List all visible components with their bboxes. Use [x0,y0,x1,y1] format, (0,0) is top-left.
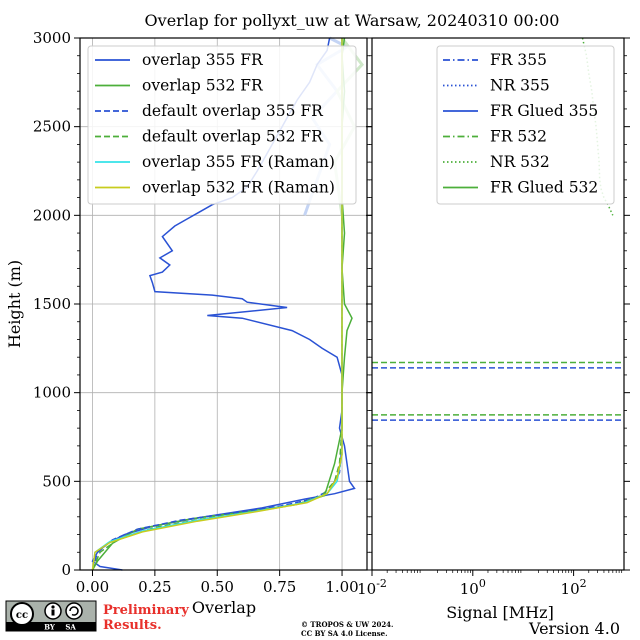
version-label: Version 4.0 [528,619,620,638]
legend-label: overlap 532 FR [142,77,264,95]
x-tick-label: 0.50 [201,578,234,596]
right-reference-lines [372,361,624,421]
series-line-default-overlap-355-fr [91,38,343,571]
right-panel: 10-2 100 102 Signal [MHz] FR 355 NR 355 FR G… [357,37,630,622]
left-ticks: 0.00 0.25 0.50 0.75 1.00 0 500 1000 1500 2000 2500… [33,29,373,596]
left-panel: 0.00 0.25 0.50 0.75 1.00 0 500 1000 1500 2000 2500… [5,29,373,617]
x-tick-label: 0.00 [76,578,109,596]
x-tick-label: 1.00 [325,578,358,596]
copyright-line-1: © TROPOS & UW 2024. [301,620,394,629]
y-tick-label: 2500 [33,118,71,136]
right-ticks: 10-2 100 102 [357,37,630,598]
cc-icon [10,602,34,626]
legend-label: FR 355 [490,51,547,69]
copyright-line-2: CC BY SA 4.0 License. [301,629,388,638]
sa-icon [65,602,83,620]
right-legend: FR 355 NR 355 FR Glued 355 FR 532 NR 532 FR G… [436,45,615,205]
chart-title: Overlap for pollyxt_uw at Warsaw, 202403… [145,11,560,30]
svg-text:cc: cc [16,610,28,621]
legend-label: overlap 355 FR (Raman) [142,153,335,171]
left-legend: overlap 355 FR overlap 532 FR default over… [87,45,357,205]
series-line-overlap-532-fr-raman- [91,38,343,571]
x-tick-label: 0.25 [138,578,171,596]
y-tick-label: 3000 [33,29,71,47]
legend-label: FR Glued 532 [490,179,598,197]
x-tick-label: 10-2 [357,577,387,598]
x-tick-label: 102 [561,577,587,598]
x-axis-label-right: Signal [MHz] [446,603,554,622]
y-axis-label: Height (m) [5,260,24,348]
results-label: Results. [103,618,162,633]
x-tick-label: 0.75 [263,578,296,596]
preliminary-label: Preliminary [103,603,189,618]
legend-label: overlap 355 FR [142,51,264,69]
legend-label: FR 532 [490,128,547,146]
legend-label: overlap 532 FR (Raman) [142,179,335,197]
license-badge-text: BY SA [44,623,76,632]
legend-label: default overlap 532 FR [142,128,324,146]
x-tick-label: 100 [460,577,486,598]
cc-license-badge: cc BY SA [5,600,97,632]
y-tick-label: 1000 [33,384,71,402]
footer: cc BY SA Preliminary Results. © TROPOS &… [5,600,620,638]
legend-label: FR Glued 355 [490,102,598,120]
y-tick-label: 1500 [33,295,71,313]
legend-label: NR 532 [490,153,550,171]
y-tick-label: 0 [61,561,71,579]
y-tick-label: 500 [42,472,71,490]
legend-label: default overlap 355 FR [142,102,324,120]
legend-label: NR 355 [490,77,550,95]
y-tick-label: 2000 [33,206,71,224]
x-axis-label-left: Overlap [192,598,256,617]
